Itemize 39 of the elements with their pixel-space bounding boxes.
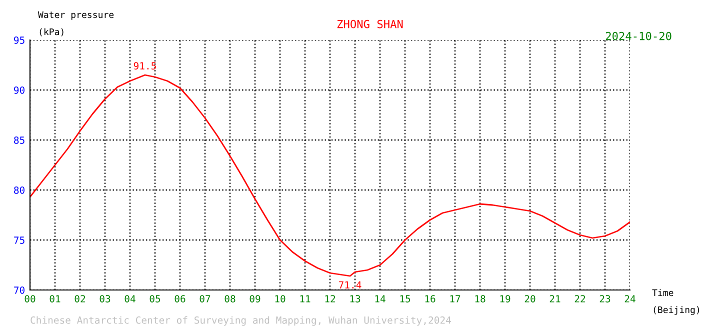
y-tick-label: 90 (14, 86, 25, 94)
x-tick-label: 04 (124, 295, 136, 302)
x-tick-label: 14 (375, 295, 386, 302)
y-tick-label: 80 (14, 186, 25, 194)
y-tick-label: 75 (14, 236, 24, 244)
x-tick-label: 11 (300, 295, 310, 302)
y-tick-label: 85 (14, 136, 24, 144)
text: Chinese Antarctic Center of Surveying and Mapping, Wuhan University,2024 (30, 316, 451, 326)
x-tick-label: 00 (24, 295, 36, 302)
x-axis-title: Time (Beijing) (652, 289, 700, 315)
x-tick-label: 15 (400, 295, 410, 302)
x-tick-label: 05 (150, 295, 160, 302)
annotation: 71.4 (338, 281, 362, 288)
x-tick-label: 19 (500, 295, 510, 302)
chart-title: ZHONG SHAN (337, 20, 403, 28)
x-tick-label: 10 (275, 295, 286, 302)
annotation: 91.5 (134, 62, 156, 70)
x-tick-label: 09 (250, 295, 260, 302)
chart-subtitle: 2024-10-20 (606, 32, 672, 40)
x-tick-label: 21 (550, 295, 560, 302)
x-tick-label: 06 (174, 295, 186, 302)
x-tick-label: 23 (600, 295, 610, 302)
x-tick-label: 03 (100, 295, 110, 302)
y-tick-label: 70 (14, 286, 25, 294)
x-tick-label: 16 (425, 295, 436, 302)
x-tick-label: 24 (624, 295, 636, 302)
x-tick-label: 20 (524, 295, 536, 302)
x-tick-label: 08 (224, 295, 236, 302)
x-tick-label: 01 (50, 295, 60, 302)
x-tick-label: 22 (574, 295, 586, 302)
x-tick-label: 07 (200, 295, 210, 302)
x-tick-label: 18 (475, 295, 486, 302)
x-tick-label: 17 (450, 295, 460, 302)
y-tick-label: 95 (14, 36, 24, 44)
x-tick-label: 13 (350, 295, 360, 302)
y-axis-title: Water pressure (kPa) (38, 11, 114, 36)
line-series (30, 74, 630, 277)
x-tick-label: 12 (325, 295, 336, 302)
x-tick-label: 02 (74, 295, 86, 302)
